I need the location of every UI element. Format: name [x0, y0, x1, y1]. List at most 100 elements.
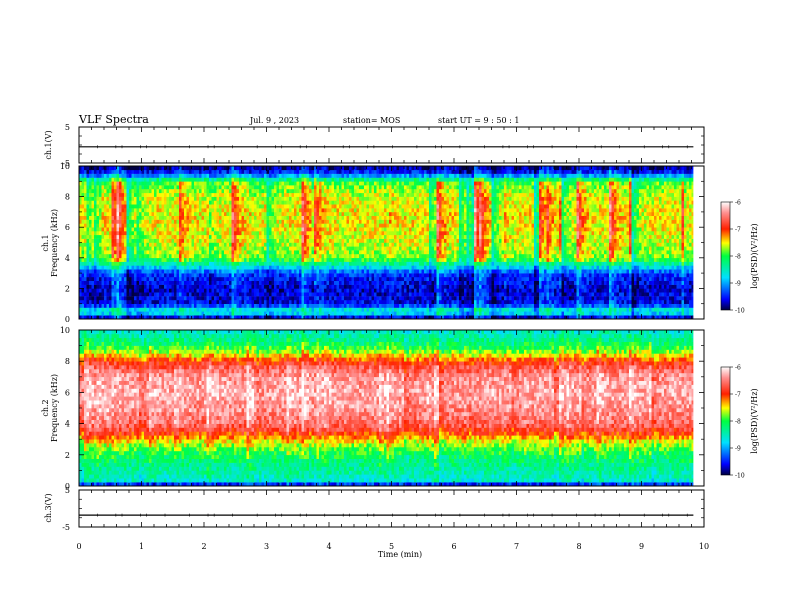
spectrogram-cell — [234, 231, 237, 236]
spectrogram-cell — [181, 234, 185, 239]
spectrogram-cell — [169, 215, 172, 220]
spectrogram-cell — [111, 185, 115, 190]
spectrogram-cell — [231, 307, 235, 312]
spectrogram-cell — [344, 189, 347, 194]
spectrogram-cell — [304, 288, 307, 293]
spectrogram-cell — [174, 273, 177, 278]
spectrogram-cell — [214, 223, 217, 228]
spectrogram-cell — [96, 280, 100, 285]
spectrogram-cell — [316, 296, 320, 301]
spectrogram-cell — [204, 196, 207, 201]
spectrogram-cell — [166, 204, 170, 209]
spectrogram-cell — [99, 246, 102, 251]
spectrogram-cell — [319, 169, 322, 174]
spectrogram-cell — [161, 181, 165, 186]
spectrogram-cell — [234, 254, 237, 259]
spectrogram-cell — [341, 303, 345, 308]
spectrogram-cell — [196, 261, 200, 266]
spectrogram-cell — [154, 189, 157, 194]
spectrogram-cell — [344, 250, 347, 255]
spectrogram-cell — [174, 307, 177, 312]
spectrogram-cell — [136, 288, 140, 293]
spectrogram-cell — [346, 173, 350, 178]
spectrogram-cell — [211, 296, 215, 301]
spectrogram-cell — [271, 250, 275, 255]
spectrogram-cell — [104, 169, 107, 174]
spectrogram-cell — [184, 288, 187, 293]
spectrogram-cell — [159, 288, 162, 293]
spectrogram-cell — [199, 208, 202, 213]
spectrogram-cell — [144, 231, 147, 236]
spectrogram-cell — [366, 181, 370, 186]
spectrogram-cell — [269, 242, 272, 247]
spectrogram-cell — [234, 296, 237, 301]
spectrogram-cell — [231, 288, 235, 293]
spectrogram-cell — [224, 315, 227, 320]
spectrogram-cell — [359, 181, 362, 186]
spectrogram-cell — [121, 257, 125, 262]
spectrogram-cell — [336, 223, 340, 228]
spectrogram-cell — [141, 242, 145, 247]
spectrogram-cell — [326, 234, 330, 239]
spectrogram-cell — [189, 196, 192, 201]
spectrogram-cell — [154, 265, 157, 270]
spectrogram-cell — [304, 204, 307, 209]
spectrogram-cell — [126, 288, 130, 293]
spectrogram-cell — [149, 215, 152, 220]
spectrogram-cell — [296, 219, 300, 224]
spectrogram-cell — [259, 223, 262, 228]
spectrogram-cell — [369, 254, 372, 259]
spectrogram-cell — [89, 284, 92, 289]
spectrogram-cell — [334, 181, 337, 186]
spectrogram-cell — [166, 307, 170, 312]
spectrogram-cell — [114, 208, 117, 213]
spectrogram-cell — [234, 307, 237, 312]
spectrogram-cell — [86, 227, 90, 232]
spectrogram-cell — [79, 299, 82, 304]
spectrogram-cell — [376, 181, 380, 186]
spectrogram-cell — [351, 315, 355, 320]
spectrogram-cell — [214, 307, 217, 312]
spectrogram-cell — [234, 250, 237, 255]
spectrogram-cell — [169, 261, 172, 266]
spectrogram-cell — [346, 238, 350, 243]
spectrogram-cell — [94, 273, 97, 278]
spectrogram-cell — [229, 173, 232, 178]
spectrogram-cell — [266, 231, 270, 236]
spectrogram-cell — [171, 177, 175, 182]
spectrogram-cell — [376, 173, 380, 178]
spectrogram-cell — [296, 299, 300, 304]
spectrogram-cell — [164, 223, 167, 228]
spectrogram-cell — [259, 166, 262, 171]
spectrogram-cell — [371, 211, 375, 216]
spectrogram-cell — [351, 284, 355, 289]
spectrogram-cell — [316, 315, 320, 320]
spectrogram-cell — [139, 204, 142, 209]
spectrogram-cell — [334, 200, 337, 205]
spectrogram-cell — [206, 211, 210, 216]
spectrogram-cell — [211, 234, 215, 239]
spectrogram-cell — [121, 173, 125, 178]
spectrogram-cell — [86, 276, 90, 281]
spectrogram-cell — [319, 265, 322, 270]
spectrogram-cell — [376, 234, 380, 239]
spectrogram-cell — [124, 257, 127, 262]
spectrogram-cell — [369, 284, 372, 289]
spectrogram-cell — [81, 265, 85, 270]
spectrogram-cell — [126, 273, 130, 278]
spectrogram-cell — [219, 219, 222, 224]
spectrogram-cell — [229, 185, 232, 190]
spectrogram-cell — [134, 238, 137, 243]
spectrogram-cell — [194, 254, 197, 259]
spectrogram-cell — [149, 299, 152, 304]
spectrogram-cell — [109, 273, 112, 278]
spectrogram-cell — [159, 181, 162, 186]
spectrogram-cell — [256, 246, 260, 251]
spectrogram-cell — [81, 303, 85, 308]
spectrogram-cell — [221, 227, 225, 232]
spectrogram-cell — [256, 288, 260, 293]
spectrogram-cell — [94, 185, 97, 190]
spectrogram-cell — [154, 219, 157, 224]
spectrogram-cell — [99, 223, 102, 228]
spectrogram-cell — [184, 307, 187, 312]
